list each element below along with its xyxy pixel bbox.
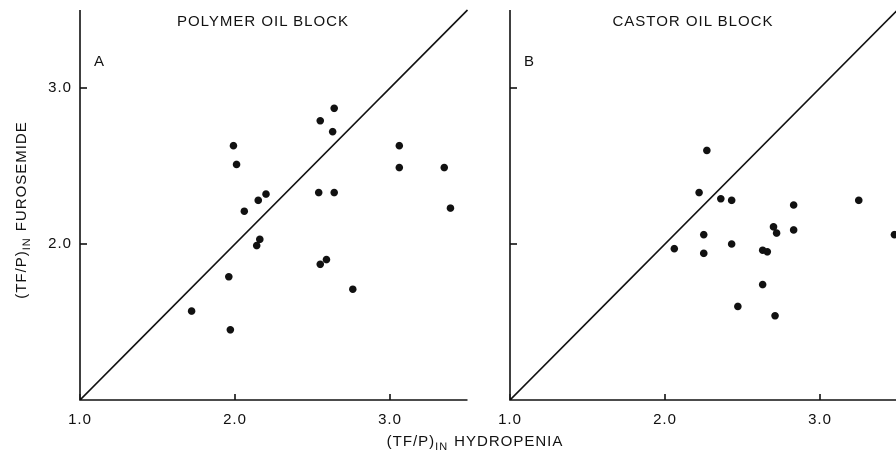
point	[727, 240, 736, 248]
x-label-rest: HYDROPENIA	[454, 433, 563, 450]
point	[316, 116, 325, 125]
point	[316, 260, 325, 269]
point	[262, 190, 270, 198]
point	[330, 188, 339, 197]
point	[322, 255, 331, 264]
panel-label: A	[94, 53, 105, 70]
point	[328, 127, 337, 136]
point	[255, 235, 264, 244]
point	[254, 196, 263, 205]
identity-line	[79, 9, 469, 401]
y-tick-label: 3.0	[48, 79, 72, 96]
point	[395, 163, 404, 172]
point	[763, 248, 772, 256]
point	[703, 146, 711, 155]
point	[232, 160, 241, 169]
x-label-main: (TF/P)	[387, 433, 436, 450]
x-tick-label: 1.0	[498, 411, 522, 428]
point	[225, 272, 233, 281]
point	[727, 196, 736, 205]
point	[187, 307, 196, 315]
point	[789, 226, 798, 234]
panel-label: B	[524, 53, 535, 70]
point	[330, 104, 339, 113]
point	[890, 230, 896, 239]
point	[695, 188, 703, 197]
point	[226, 326, 235, 334]
point	[395, 141, 404, 150]
x-label-sub: IN	[435, 441, 448, 453]
point	[699, 230, 708, 239]
point	[772, 229, 781, 237]
point	[717, 194, 725, 203]
point	[789, 201, 798, 209]
point	[446, 204, 455, 212]
panel-title: POLYMER OIL BLOCK	[177, 13, 349, 30]
point	[758, 280, 767, 289]
x-tick-label: 3.0	[378, 411, 402, 428]
point	[771, 311, 779, 320]
x-tick-label: 1.0	[68, 411, 92, 428]
point	[854, 196, 863, 205]
x-tick-label: 2.0	[223, 411, 247, 428]
y-label-main: (TF/P)	[13, 250, 30, 299]
x-tick-label: 2.0	[653, 411, 677, 428]
panel-title: CASTOR OIL BLOCK	[612, 13, 773, 30]
point	[769, 223, 778, 231]
point	[734, 302, 742, 311]
x-axis-label: (TF/P)IN HYDROPENIA	[387, 433, 564, 453]
point	[699, 249, 708, 258]
identity-line	[509, 10, 896, 401]
y-axis-label: (TF/P)IN FUROSEMIDE	[13, 121, 33, 299]
point	[440, 163, 449, 172]
point	[314, 188, 323, 197]
y-label-sub: IN	[21, 237, 33, 250]
point	[670, 244, 679, 253]
y-tick-label: 2.0	[48, 235, 72, 252]
point	[252, 241, 261, 250]
point	[349, 285, 357, 294]
y-label-rest: FUROSEMIDE	[13, 121, 30, 231]
x-tick-label: 3.0	[808, 411, 832, 428]
point	[229, 141, 238, 150]
point	[240, 207, 249, 216]
